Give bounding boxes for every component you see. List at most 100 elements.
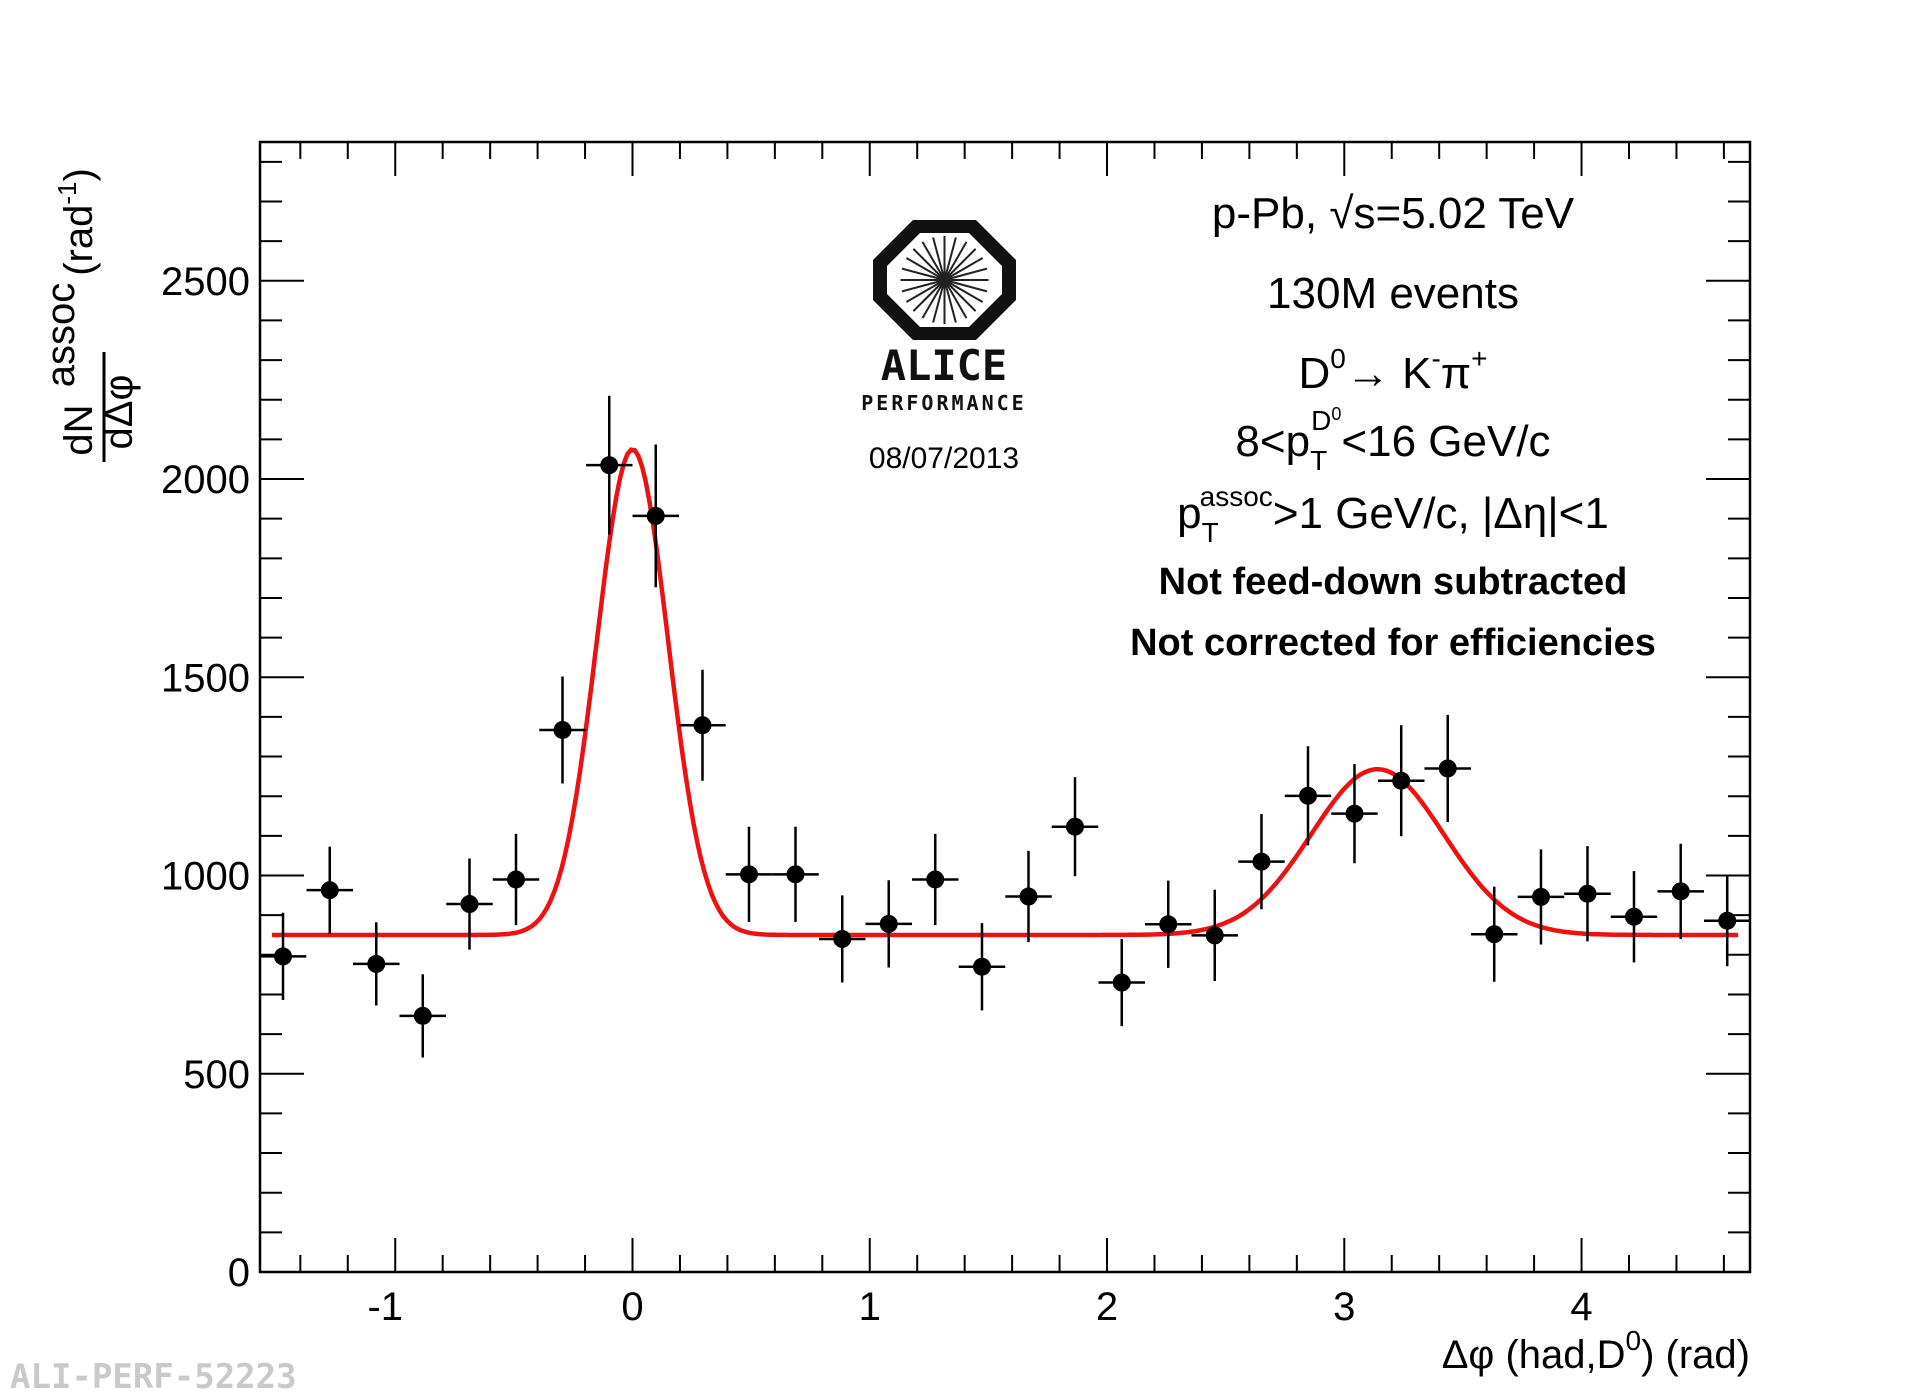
starburst-ray [943,257,984,281]
data-marker [1671,882,1690,901]
starburst-ray [901,279,945,293]
starburst-ray [905,257,946,281]
sqrt-symbol: √ [1329,189,1354,238]
data-marker [1485,925,1504,944]
data-point [632,444,680,588]
data-marker [1578,884,1597,903]
starburst-ray [943,279,984,303]
data-marker [1345,804,1364,823]
data-point [1098,938,1145,1027]
data-point [585,395,633,535]
data-point [306,846,354,934]
x-tick-label: -1 [367,1285,403,1329]
data-marker [1392,771,1411,790]
data-point [818,895,866,983]
x-tick-label: 3 [1333,1285,1355,1329]
starburst-ray [943,248,977,281]
starburst-ray [905,279,946,303]
annotation-system: p-Pb, [1212,189,1329,238]
data-point [772,826,819,922]
x-tick-label: 4 [1570,1285,1592,1329]
data-point [1284,746,1332,846]
data-point [725,826,773,922]
data-marker [1019,887,1038,906]
data-point [1470,886,1518,982]
data-marker [646,506,665,525]
svg-text:assoc: assoc [39,283,83,388]
data-marker [1624,907,1643,926]
data-point [1377,725,1425,837]
x-axis-label-main: Δφ (had,D [1442,1333,1626,1377]
data-marker [1298,786,1317,805]
data-point [1331,764,1378,864]
data-point [1517,849,1565,945]
data-marker [1531,887,1550,906]
svg-text:(rad-1): (rad-1) [52,168,101,276]
data-marker [507,870,526,889]
y-tick-label: 500 [183,1053,250,1097]
y-label-den: dΔφ [97,375,141,450]
axis-ticks [260,142,1750,1273]
starburst-ray [943,241,968,281]
x-tick-label: 0 [621,1285,643,1329]
data-point [1610,871,1658,963]
logo-name: ALICE [881,341,1007,390]
x-tick-label: 1 [859,1285,881,1329]
starburst-ray [944,267,988,281]
annotation-decay: D0→ K-π+ [1299,343,1488,398]
annotation-note-efficiency: Not corrected for efficiencies [1130,622,1656,664]
y-tick-label: 0 [228,1251,250,1295]
data-marker [367,954,386,973]
data-point [911,833,959,926]
starburst-ray [921,241,946,281]
x-tick-labels: -1 0 1 2 3 4 [367,1285,1592,1329]
annotation-energy: p-Pb, √s=5.02 TeV [1212,189,1575,238]
data-marker [1252,852,1271,871]
x-tick-label: 2 [1096,1285,1118,1329]
data-point [539,676,586,784]
data-marker [833,929,852,948]
data-marker [413,1006,432,1025]
y-label-num: dN [57,404,101,455]
data-point [353,922,400,1006]
data-point [259,912,307,1001]
data-point [1703,875,1751,967]
svg-text:dN: dN [57,404,101,455]
data-marker [1718,911,1737,930]
starburst-ray [943,279,968,319]
annotation-events: 130M events [1267,269,1519,318]
data-point [1191,889,1238,981]
x-axis-label: Δφ (had,D0) (rad) [1442,1325,1750,1377]
starburst-ray [921,279,946,319]
data-marker [1159,915,1178,934]
y-label-unit: (rad [57,205,101,276]
footer-id: ALI-PERF-52223 [10,1357,297,1395]
y-tick-labels: 0 500 1000 1500 2000 2500 [161,260,250,1295]
data-marker [693,716,712,735]
data-points [259,395,1751,1058]
data-marker [1205,926,1224,945]
data-point [1657,843,1704,939]
annotation-energy-value: s=5.02 TeV [1353,189,1574,238]
data-marker [1112,973,1131,992]
starburst-ray [943,279,957,323]
alice-logo-starburst-icon [900,236,989,324]
data-marker [926,870,945,889]
data-point [865,880,912,968]
y-label-unit-sup: -1 [52,182,82,205]
data-point [446,858,493,950]
data-marker [786,865,805,884]
y-label-num-sup: assoc [39,283,83,388]
y-tick-label: 2000 [161,458,250,502]
data-marker [274,947,293,966]
data-point [1005,850,1052,943]
starburst-ray [943,237,957,281]
starburst-ray [932,237,946,281]
alice-logo: ALICE PERFORMANCE 08/07/2013 [861,220,1024,475]
starburst-ray [901,267,945,281]
data-point [492,833,540,926]
data-marker [600,456,619,475]
data-marker [972,957,991,976]
svg-text:dΔφ: dΔφ [97,375,141,450]
